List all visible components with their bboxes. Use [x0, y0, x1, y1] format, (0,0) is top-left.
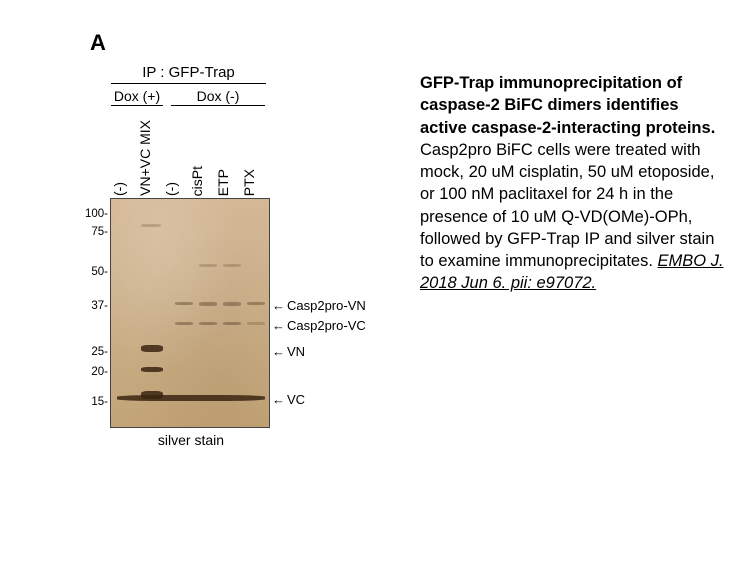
mw-marker: 50- [91, 266, 108, 278]
lane-label: (-) [163, 180, 189, 198]
gel-band [141, 367, 163, 372]
gel-band [199, 264, 217, 267]
mw-marker: 37- [91, 300, 108, 312]
mw-marker: 100- [85, 208, 108, 220]
gel-band [199, 322, 217, 325]
group-label: Dox (+) [111, 88, 163, 106]
gel-figure: IP : GFP-Trap Dox (+) Dox (-) (-)VN+VC MI… [78, 64, 390, 448]
gel-band [247, 302, 265, 305]
band-arrow-label: VC [272, 392, 305, 407]
lane-label: (-) [111, 180, 137, 198]
group-header-row: Dox (+) Dox (-) [111, 88, 390, 106]
gel-band [141, 345, 163, 352]
mw-marker: 20- [91, 366, 108, 378]
gel-band [175, 322, 193, 325]
lane-label: VN+VC MIX [137, 118, 163, 198]
mw-marker: 75- [91, 226, 108, 238]
gel-band [199, 302, 217, 306]
band-labels: Casp2pro-VN Casp2pro-VC VN VC [270, 198, 380, 428]
gel-band [141, 224, 161, 227]
lane-labels: (-)VN+VC MIX(-)cisPtETPPTX [111, 108, 390, 198]
caption-title: GFP-Trap immunoprecipitation of caspase-… [420, 74, 715, 137]
figure-panel: A IP : GFP-Trap Dox (+) Dox (-) (-)VN+VC … [60, 30, 390, 448]
mw-marker: 15- [91, 396, 108, 408]
lane-label: cisPt [189, 164, 215, 198]
gel-band [223, 264, 241, 267]
gel-caption: silver stain [111, 432, 271, 448]
lane-label: ETP [215, 167, 241, 198]
gel-band [175, 302, 193, 305]
caption-body: Casp2pro BiFC cells were treated with mo… [420, 141, 714, 270]
mw-markers: 100- 75- 50- 37- 25- 20- 15- [78, 198, 110, 428]
band-arrow-label: Casp2pro-VN [272, 298, 366, 313]
gel-band [223, 302, 241, 306]
gel-band [141, 391, 163, 399]
gel-band [247, 322, 265, 325]
mw-marker: 25- [91, 346, 108, 358]
gel-image [110, 198, 270, 428]
group-label: Dox (-) [171, 88, 265, 106]
gel-band [117, 395, 265, 401]
lane-label: PTX [241, 167, 267, 198]
panel-label: A [90, 30, 390, 56]
figure-caption: GFP-Trap immunoprecipitation of caspase-… [420, 30, 726, 448]
gel-band [223, 322, 241, 325]
ip-header: IP : GFP-Trap [111, 64, 266, 84]
band-arrow-label: VN [272, 344, 305, 359]
band-arrow-label: Casp2pro-VC [272, 318, 366, 333]
